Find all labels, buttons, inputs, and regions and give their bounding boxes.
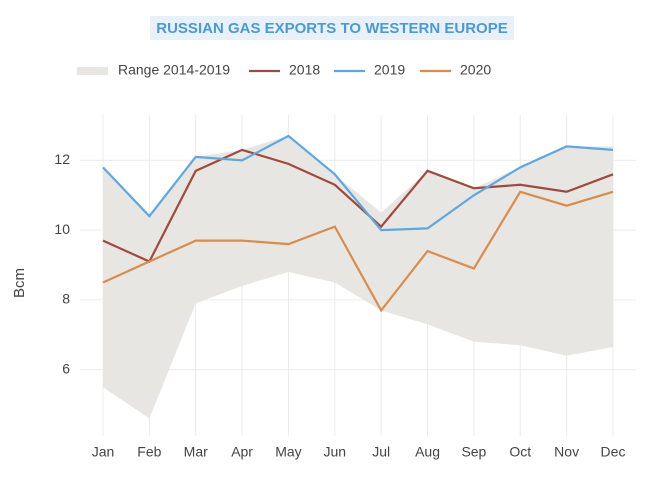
x-tick-label: Dec — [601, 444, 626, 460]
line-series — [102, 134, 614, 232]
x-tick-label: Jul — [372, 444, 390, 460]
line-series — [102, 190, 614, 313]
legend-label: Range 2014-2019 — [118, 62, 230, 78]
x-tick-label: Nov — [554, 444, 579, 460]
legend-label: 2019 — [374, 62, 405, 78]
x-tick-label: Mar — [184, 444, 208, 460]
title-highlight — [150, 16, 514, 40]
x-tick-label: May — [275, 444, 301, 460]
y-tick-label: 6 — [62, 360, 70, 376]
y-tick-label: 8 — [62, 291, 70, 307]
x-tick-label: Jan — [92, 444, 115, 460]
line-series — [102, 148, 614, 263]
range-area — [103, 135, 613, 419]
x-tick-label: Aug — [415, 444, 440, 460]
legend-label: 2018 — [289, 62, 320, 78]
y-tick-label: 12 — [54, 151, 70, 167]
legend-label: 2020 — [460, 62, 491, 78]
x-tick-label: Jun — [324, 444, 347, 460]
x-tick-label: Feb — [137, 444, 161, 460]
legend: Range 2014-2019 2018 2019 2020 — [77, 62, 491, 78]
legend-swatch — [77, 67, 108, 75]
x-tick-label: Oct — [509, 444, 531, 460]
y-axis-label: Bcm — [11, 268, 28, 298]
chart-title: RUSSIAN GAS EXPORTS TO WESTERN EUROPE — [156, 20, 507, 37]
x-tick-label: Apr — [231, 444, 253, 460]
x-tick-label: Sep — [461, 444, 486, 460]
y-tick-label: 10 — [54, 221, 70, 237]
